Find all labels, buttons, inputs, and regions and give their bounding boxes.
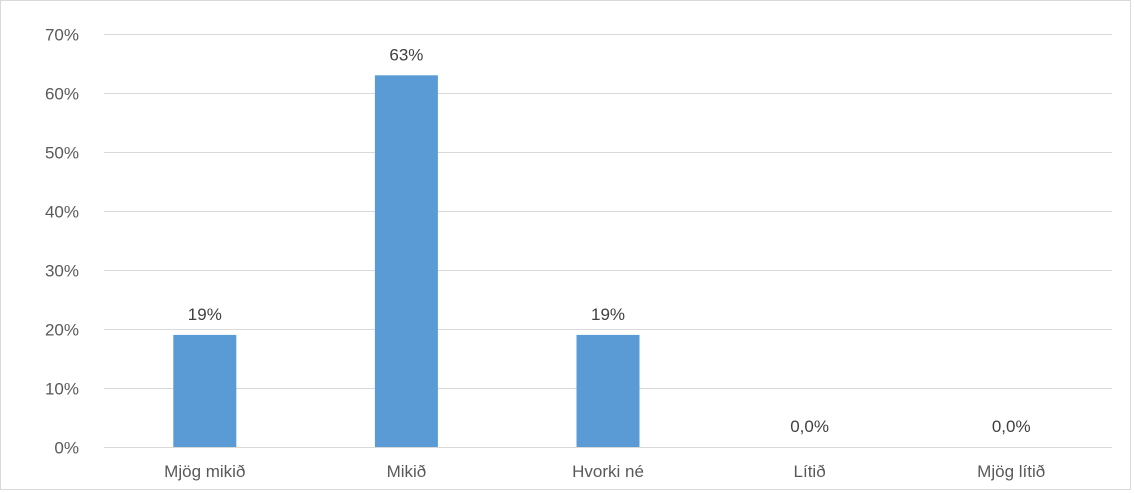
x-category-label: Mjög lítið — [977, 462, 1045, 481]
y-tick-label: 30% — [45, 262, 79, 281]
gridlines — [104, 34, 1112, 448]
y-tick-label: 20% — [45, 321, 79, 340]
data-label: 19% — [591, 305, 625, 324]
data-label: 0,0% — [790, 417, 829, 436]
x-category-label: Lítið — [794, 462, 826, 481]
data-label: 0,0% — [992, 417, 1031, 436]
y-tick-label: 50% — [45, 144, 79, 163]
bars — [173, 75, 640, 448]
y-tick-label: 10% — [45, 380, 79, 399]
y-tick-label: 0% — [54, 439, 79, 458]
data-label: 19% — [188, 305, 222, 324]
x-category-label: Mikið — [387, 462, 427, 481]
bar — [173, 334, 237, 447]
y-tick-label: 40% — [45, 203, 79, 222]
y-tick-label: 70% — [45, 26, 79, 45]
data-label: 63% — [389, 45, 423, 64]
x-category-label: Mjög mikið — [164, 462, 245, 481]
data-labels: 19% 63% 19% 0,0% 0,0% — [188, 45, 1031, 436]
x-category-label: Hvorki né — [572, 462, 644, 481]
x-axis-category-labels: Mjög mikið Mikið Hvorki né Lítið Mjög lítið — [164, 462, 1045, 481]
y-axis-tick-labels: 0% 10% 20% 30% 40% 50% 60% 70% — [45, 26, 79, 458]
y-tick-label: 60% — [45, 85, 79, 104]
bar — [576, 334, 640, 447]
bar — [374, 75, 438, 448]
